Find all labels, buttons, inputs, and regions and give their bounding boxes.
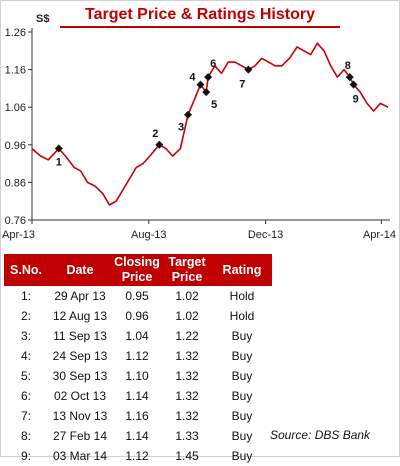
y-tick-label: 1.16 xyxy=(5,65,26,77)
cell-date: 13 Nov 13 xyxy=(52,409,108,423)
rating-marker-1 xyxy=(54,144,63,153)
cell-date: 02 Oct 13 xyxy=(53,389,107,403)
cell-closing-price: 1.12 xyxy=(125,349,149,363)
cell-closing-price: 1.16 xyxy=(125,409,149,423)
cell-target-price: 1.22 xyxy=(175,329,199,343)
cell-target-price: 1.32 xyxy=(175,409,199,423)
table-row: 2: 12 Aug 13 0.96 1.02 Hold xyxy=(4,306,272,326)
cell-target-price: 1.02 xyxy=(175,309,199,323)
header-sno: S.No. xyxy=(4,254,48,286)
header-closing-price: Closing Price xyxy=(112,254,162,286)
table-row: 6: 02 Oct 13 1.14 1.32 Buy xyxy=(4,386,272,406)
rating-marker-2 xyxy=(155,140,164,149)
rating-marker-label-8: 8 xyxy=(345,60,351,72)
rating-marker-label-4: 4 xyxy=(189,72,196,84)
rating-marker-label-6: 6 xyxy=(210,58,216,70)
cell-sno: 4: xyxy=(20,349,31,363)
cell-date: 11 Sep 13 xyxy=(53,329,107,343)
cell-sno: 1: xyxy=(20,289,31,303)
cell-sno: 7: xyxy=(20,409,31,423)
table-row: 8: 27 Feb 14 1.14 1.33 Buy xyxy=(4,426,272,446)
source-note: Source: DBS Bank xyxy=(270,428,371,442)
rating-marker-label-7: 7 xyxy=(239,79,245,91)
cell-rating: Buy xyxy=(231,389,253,403)
header-rating: Rating xyxy=(212,254,272,286)
cell-rating: Hold xyxy=(229,289,255,303)
cell-date: 27 Feb 14 xyxy=(52,429,108,443)
rating-marker-8 xyxy=(345,73,354,82)
x-tick-label: Apr-14 xyxy=(363,229,396,241)
rating-marker-6 xyxy=(204,73,213,82)
cell-date: 03 Mar 14 xyxy=(52,449,108,463)
rating-marker-4 xyxy=(196,80,205,89)
cell-closing-price: 1.14 xyxy=(125,429,149,443)
cell-closing-price: 0.95 xyxy=(125,289,149,303)
y-tick-label: 0.96 xyxy=(5,140,26,152)
header-target-price: Target Price xyxy=(162,254,212,286)
cell-rating: Buy xyxy=(231,429,253,443)
cell-rating: Buy xyxy=(231,449,253,463)
y-tick-label: 0.86 xyxy=(5,177,26,189)
rating-marker-label-1: 1 xyxy=(56,157,62,169)
price-series-line xyxy=(31,42,389,206)
y-axis-unit: S$ xyxy=(36,13,49,25)
cell-target-price: 1.32 xyxy=(175,349,199,363)
cell-rating: Buy xyxy=(231,349,253,363)
y-tick-label: 0.76 xyxy=(5,215,26,227)
table-row: 5: 30 Sep 13 1.10 1.32 Buy xyxy=(4,366,272,386)
x-tick-label: Aug-13 xyxy=(131,229,166,241)
cell-sno: 6: xyxy=(20,389,31,403)
table-header-row: S.No. Date Closing Price Target Price Ra… xyxy=(4,254,272,286)
cell-closing-price: 1.14 xyxy=(125,389,149,403)
cell-date: 12 Aug 13 xyxy=(52,309,108,323)
cell-target-price: 1.02 xyxy=(175,289,199,303)
ratings-table: S.No. Date Closing Price Target Price Ra… xyxy=(4,254,272,466)
table-body: 1: 29 Apr 13 0.95 1.02 Hold 2: 12 Aug 13… xyxy=(4,286,272,466)
cell-rating: Buy xyxy=(231,329,253,343)
cell-sno: 3: xyxy=(20,329,31,343)
table-row: 3: 11 Sep 13 1.04 1.22 Buy xyxy=(4,326,272,346)
rating-marker-7 xyxy=(244,65,253,74)
x-tick-label: Dec-13 xyxy=(248,229,283,241)
rating-marker-label-5: 5 xyxy=(211,99,217,111)
cell-target-price: 1.33 xyxy=(175,429,199,443)
cell-closing-price: 1.04 xyxy=(125,329,149,343)
rating-marker-label-9: 9 xyxy=(353,94,359,106)
cell-rating: Buy xyxy=(231,409,253,423)
header-date: Date xyxy=(48,254,112,286)
table-row: 1: 29 Apr 13 0.95 1.02 Hold xyxy=(4,286,272,306)
table-row: 9: 03 Mar 14 1.12 1.45 Buy xyxy=(4,446,272,466)
cell-date: 29 Apr 13 xyxy=(54,289,106,303)
cell-rating: Buy xyxy=(231,369,253,383)
y-tick-label: 1.06 xyxy=(5,102,26,114)
cell-closing-price: 1.10 xyxy=(125,369,149,383)
chart-title: Target Price & Ratings History xyxy=(85,6,315,23)
y-tick-label: 1.26 xyxy=(5,27,26,39)
cell-date: 30 Sep 13 xyxy=(52,369,108,383)
rating-marker-label-2: 2 xyxy=(152,128,158,140)
title-underline xyxy=(60,26,340,28)
cell-closing-price: 0.96 xyxy=(125,309,149,323)
rating-marker-3 xyxy=(184,110,193,119)
cell-sno: 8: xyxy=(20,429,31,443)
cell-sno: 2: xyxy=(20,309,31,323)
table-row: 7: 13 Nov 13 1.16 1.32 Buy xyxy=(4,406,272,426)
cell-target-price: 1.45 xyxy=(175,449,199,463)
x-tick-label: Apr-13 xyxy=(2,229,35,241)
rating-marker-9 xyxy=(349,80,358,89)
cell-closing-price: 1.12 xyxy=(125,449,149,463)
cell-date: 24 Sep 13 xyxy=(52,349,108,363)
cell-target-price: 1.32 xyxy=(175,369,199,383)
rating-marker-label-3: 3 xyxy=(178,122,184,134)
cell-rating: Hold xyxy=(229,309,255,323)
cell-sno: 5: xyxy=(20,369,31,383)
table-row: 4: 24 Sep 13 1.12 1.32 Buy xyxy=(4,346,272,366)
cell-target-price: 1.32 xyxy=(175,389,199,403)
cell-sno: 9: xyxy=(20,449,31,463)
rating-marker-5 xyxy=(202,88,211,97)
price-chart: 0.76 0.86 0.96 1.06 1.16 1.26 S$ Apr-13 Aug-13 De… xyxy=(2,13,396,241)
